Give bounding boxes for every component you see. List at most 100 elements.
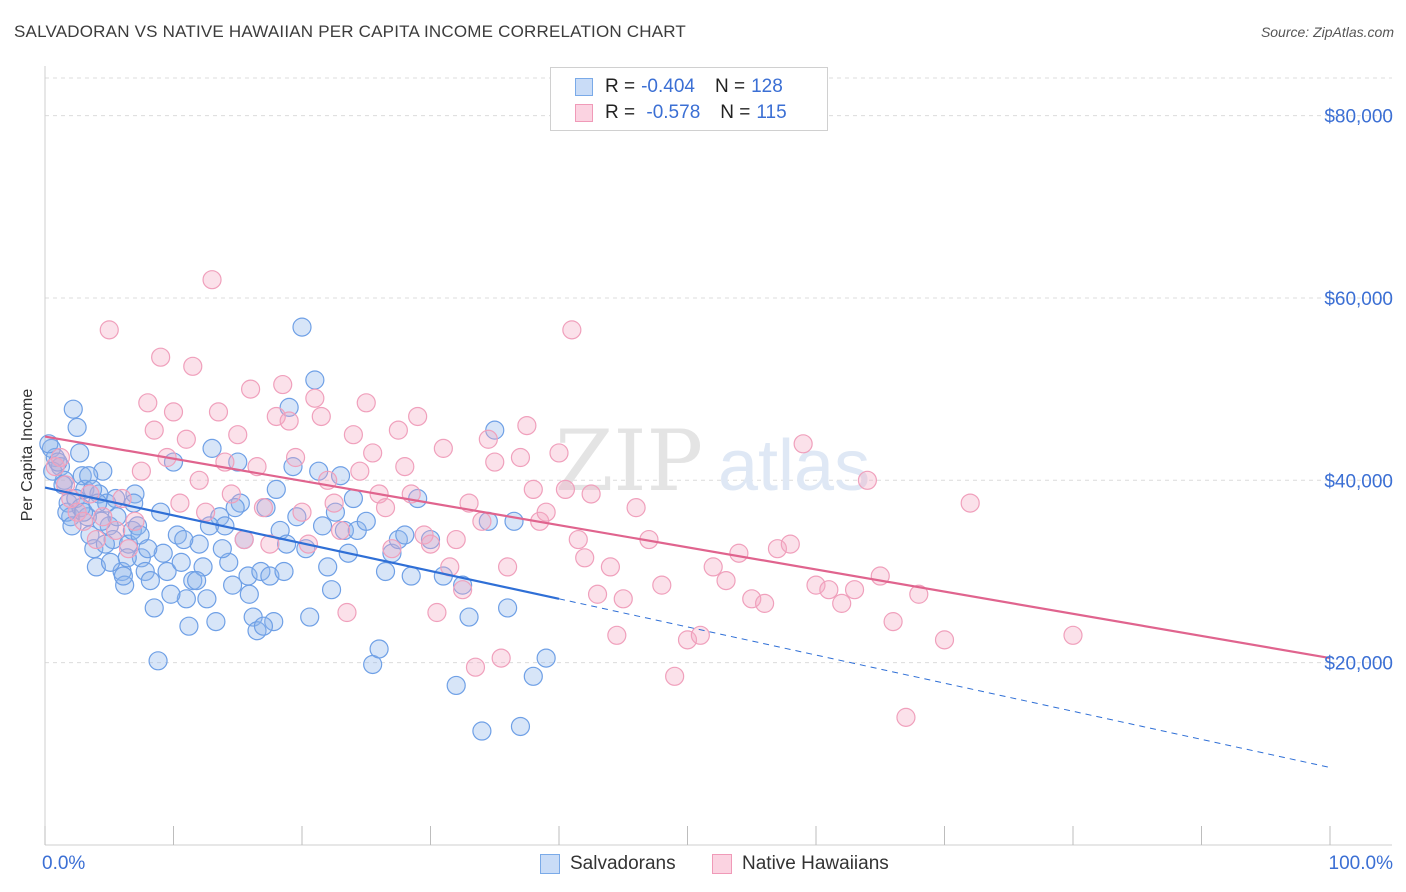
native-hawaiians-point	[343, 425, 363, 445]
salvadorans-point	[174, 529, 194, 550]
salvadorans-point	[206, 612, 226, 632]
native-hawaiians-point	[453, 580, 473, 600]
native-hawaiians-point	[382, 539, 402, 559]
salvadorans-point	[305, 370, 325, 390]
native-hawaiians-point	[427, 602, 447, 623]
native-hawaiians-point	[356, 393, 376, 413]
salvadorans-point	[187, 570, 207, 591]
salvadorans-point	[171, 552, 191, 572]
native-hawaiians-point	[780, 534, 800, 554]
salvadorans-point	[523, 666, 543, 686]
legend-r-label: R =	[605, 76, 636, 97]
native-hawaiians-point	[228, 425, 248, 445]
salvadorans-point	[251, 561, 271, 582]
trendlines	[44, 435, 1331, 768]
native-hawaiians-point	[960, 493, 980, 513]
native-hawaiians-point	[581, 484, 601, 504]
native-hawaiians-point	[183, 356, 203, 376]
salvadorans-point	[459, 607, 479, 627]
native-hawaiians-point	[202, 270, 222, 290]
native-hawaiians-point	[266, 406, 286, 427]
native-hawaiians-point	[934, 630, 955, 650]
native-hawaiians-point	[793, 434, 813, 454]
native-hawaiians-point	[472, 511, 492, 531]
native-hawaiians-point	[857, 470, 878, 490]
salvadorans-point	[144, 598, 164, 618]
salvadorans-point	[176, 589, 196, 609]
salvadorans-point	[472, 721, 492, 741]
native-hawaiians-point	[844, 580, 865, 600]
native-hawaiians-point	[151, 347, 171, 367]
bottom-legend-label: Salvadorans	[570, 853, 676, 874]
native-hawaiians-point	[665, 666, 685, 686]
native-hawaiians-point	[50, 447, 71, 468]
native-hawaiians-point	[125, 511, 145, 531]
native-hawaiians-point	[575, 548, 595, 568]
legend-row-salvadorans: R = -0.404 N = 128	[575, 75, 783, 99]
native-hawaiians-point	[433, 438, 453, 458]
salvadorans-point	[264, 612, 284, 632]
native-hawaiians-point	[324, 493, 344, 513]
bottom-legend-label: Native Hawaiians	[742, 853, 889, 874]
native-hawaiians-point	[311, 406, 331, 427]
native-hawaiians-point	[363, 443, 383, 463]
chart-title: SALVADORAN VS NATIVE HAWAIIAN PER CAPITA…	[14, 22, 687, 41]
native-hawaiians-point	[273, 374, 293, 395]
native-hawaiians-point	[568, 529, 588, 550]
salvadorans-point	[153, 543, 173, 563]
native-hawaiians-point	[189, 470, 209, 490]
native-hawaiians-point	[170, 493, 190, 513]
native-hawaiians-point	[80, 484, 100, 504]
x-tick-label-start: 0.0%	[42, 853, 85, 874]
salvadorans-point	[63, 399, 83, 419]
salvadorans-point	[321, 580, 342, 600]
native-hawaiians-point	[176, 429, 196, 449]
native-hawaiians-point	[234, 529, 254, 550]
salvadorans-point	[135, 561, 155, 582]
native-hawaiians-point	[285, 447, 306, 468]
salvadorans-point	[253, 616, 274, 636]
salvadorans-point	[375, 561, 396, 582]
salvadorans-point	[93, 461, 113, 481]
native-hawaiians-points	[45, 270, 1083, 727]
native-hawaiians-point	[613, 589, 633, 609]
native-hawaiians-point	[754, 593, 775, 613]
native-hawaiians-point	[491, 648, 511, 668]
salvadorans-point	[138, 539, 158, 559]
salvadorans-point	[161, 584, 181, 604]
salvadorans-point	[266, 479, 286, 500]
native-hawaiians-point	[253, 498, 274, 518]
salvadorans-point	[197, 589, 217, 609]
x-tick-labels: 0.0% 100.0%	[42, 853, 1393, 874]
native-hawaiians-point	[330, 520, 351, 541]
native-hawaiians-point	[99, 320, 119, 340]
y-axis-title: Per Capita Income	[19, 388, 36, 522]
salvadorans-point	[39, 434, 59, 454]
salvadorans-point	[86, 557, 107, 577]
native-hawaiians-point	[896, 707, 916, 727]
native-hawaiians-point	[375, 498, 396, 518]
salvadorans-point	[343, 488, 363, 509]
native-hawaiians-point	[1063, 625, 1083, 645]
native-hawaiians-point	[260, 534, 280, 554]
native-hawaiians-point	[292, 502, 312, 522]
native-hawaiians-point	[408, 406, 428, 427]
salvadorans-point	[300, 607, 320, 627]
salvadorans-point	[453, 575, 473, 595]
salvadorans-point	[330, 466, 351, 486]
salvadorans-point	[504, 511, 524, 531]
native-hawaiians-point	[465, 657, 486, 677]
native-hawaiians-point	[388, 420, 408, 440]
watermark-zip: ZIP	[555, 412, 703, 510]
source-label: Source: ZipAtlas.com	[1260, 24, 1394, 40]
bottom-legend-swatch-salvadorans	[540, 854, 560, 874]
native-hawaiians-point	[241, 379, 261, 399]
salvadorans-point	[260, 566, 280, 586]
salvadorans-point	[401, 566, 421, 586]
native-hawaiians-point	[883, 612, 903, 632]
native-hawaiians-point	[395, 457, 415, 477]
native-hawaiians-point	[446, 529, 466, 550]
bottom-legend-native-hawaiians: Native Hawaiians	[712, 853, 889, 875]
native-hawaiians-point	[305, 388, 325, 408]
